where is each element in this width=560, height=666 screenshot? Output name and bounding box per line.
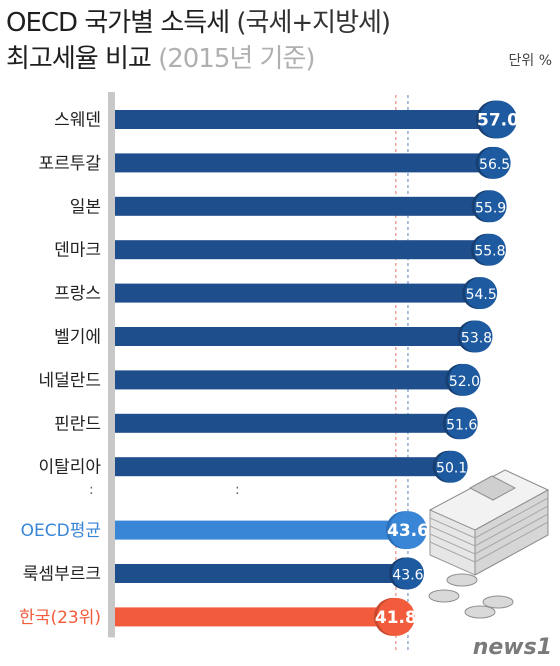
value-badge (460, 320, 493, 353)
bar (115, 153, 495, 173)
bar (115, 607, 396, 627)
chart-title-sub: (국세+지방세) (236, 8, 391, 38)
unit-label: 단위 % (508, 53, 552, 69)
value-badge (474, 190, 507, 223)
ellipsis-left: : (89, 482, 94, 498)
value-label: 50.1 (436, 461, 467, 477)
category-label: 네덜란드 (38, 371, 101, 391)
value-badge (445, 407, 478, 440)
coin-icon (428, 573, 514, 619)
value-badge (448, 363, 481, 396)
category-label: OECD평균 (21, 521, 101, 541)
bar (115, 520, 408, 540)
category-label: 이탈리아 (38, 458, 101, 478)
value-badge (465, 277, 498, 310)
category-label: 일본 (70, 197, 101, 217)
category-label: 프랑스 (54, 284, 101, 304)
bar (115, 110, 498, 129)
news1-logo: news1 (472, 635, 552, 660)
category-label: 한국(23위) (19, 608, 101, 628)
category-label: 포르투갈 (38, 154, 101, 174)
category-label: 덴마크 (54, 241, 101, 261)
value-badge (388, 511, 427, 550)
value-badge (435, 450, 468, 483)
category-label: 벨기에 (54, 328, 101, 348)
bar (115, 327, 477, 346)
value-label: 55.9 (475, 200, 506, 216)
bar (115, 196, 491, 216)
money-illustration (428, 469, 550, 619)
value-badge (478, 146, 511, 179)
bar (115, 283, 482, 303)
y-axis-line (108, 92, 115, 638)
value-label: 52.0 (449, 374, 480, 390)
category-label: 룩셈부르크 (23, 565, 101, 585)
value-badge (473, 233, 506, 266)
value-label: 56.5 (479, 157, 510, 173)
bar (115, 240, 490, 260)
value-label: 54.5 (466, 287, 497, 303)
bar (115, 564, 408, 583)
value-label: 43.6 (387, 521, 429, 541)
value-label: 41.8 (375, 608, 417, 628)
category-label: 핀란드 (54, 414, 101, 434)
value-badge (376, 597, 415, 636)
chart-title-main: OECD 국가별 소득세 (6, 8, 230, 38)
value-label: 55.8 (474, 244, 505, 260)
value-label: 53.8 (461, 331, 492, 347)
value-label: 43.6 (392, 568, 423, 584)
bar (115, 457, 452, 477)
bar (115, 370, 465, 390)
value-label: 51.6 (446, 417, 477, 433)
bar (115, 413, 462, 433)
banknote-stack-icon (428, 469, 550, 576)
chart-title-line1: OECD 국가별 소득세 (국세+지방세) (6, 2, 391, 39)
ellipsis-mid: : (235, 482, 240, 498)
category-label: 스웨덴 (54, 111, 101, 131)
value-label: 57.0 (477, 111, 519, 131)
chart-title-main2: 최고세율 비교 (6, 44, 152, 74)
chart-title-line2: 최고세율 비교 (2015년 기준) (6, 38, 316, 75)
chart-title-note: (2015년 기준) (158, 44, 315, 74)
value-badge (479, 100, 517, 139)
value-badge (391, 557, 424, 590)
